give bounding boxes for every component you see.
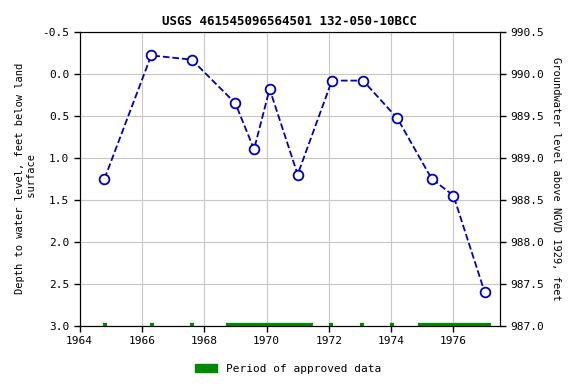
Legend: Period of approved data: Period of approved data xyxy=(191,359,385,379)
Y-axis label: Groundwater level above NGVD 1929, feet: Groundwater level above NGVD 1929, feet xyxy=(551,57,561,301)
Title: USGS 461545096564501 132-050-10BCC: USGS 461545096564501 132-050-10BCC xyxy=(162,15,418,28)
Y-axis label: Depth to water level, feet below land
 surface: Depth to water level, feet below land su… xyxy=(15,63,37,295)
